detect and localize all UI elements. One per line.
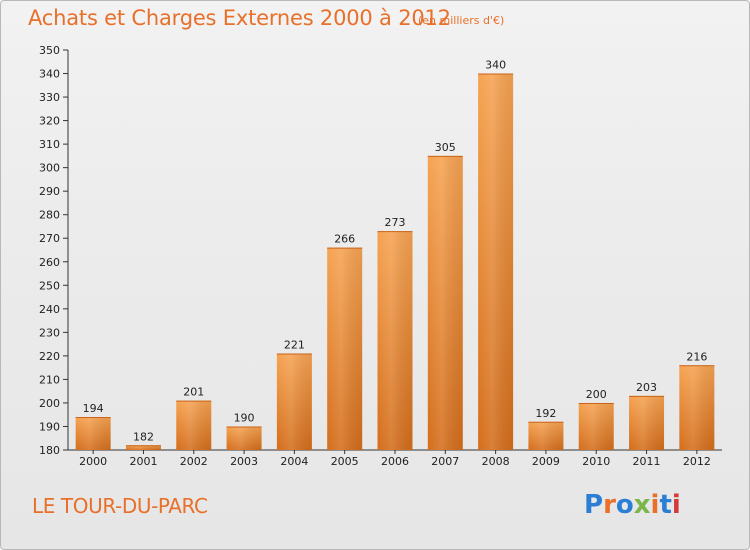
data-label: 194 <box>83 402 104 415</box>
bars <box>75 73 715 450</box>
bar-sheen <box>125 445 161 450</box>
bar-sheen <box>226 426 262 450</box>
data-label: 340 <box>485 59 506 72</box>
logo-letter: x <box>633 490 651 520</box>
data-label: 203 <box>636 381 657 394</box>
y-tick-label: 200 <box>39 397 60 410</box>
x-tick-label: 2005 <box>331 455 359 468</box>
y-tick-label: 210 <box>39 373 60 386</box>
bar-sheen <box>528 421 564 450</box>
x-tick-label: 2006 <box>381 455 409 468</box>
data-label: 201 <box>183 386 204 399</box>
y-tick-label: 220 <box>39 350 60 363</box>
data-label: 273 <box>385 216 406 229</box>
bar-sheen <box>629 395 665 450</box>
y-tick-label: 250 <box>39 279 60 292</box>
logo-letter: r <box>603 490 616 520</box>
data-label: 305 <box>435 141 456 154</box>
y-tick-label: 190 <box>39 420 60 433</box>
x-tick-label: 2003 <box>230 455 258 468</box>
x-tick-label: 2002 <box>180 455 208 468</box>
chart-subtitle: (en milliers d'€) <box>418 14 505 27</box>
bar-sheen <box>679 365 715 450</box>
logo-letter: P <box>584 490 604 520</box>
y-tick-label: 340 <box>39 68 60 81</box>
logo-letter: i <box>650 490 660 520</box>
y-tick-label: 230 <box>39 326 60 339</box>
proxiti-logo: Proxiti <box>584 490 681 520</box>
data-labels: 194 182 201 190 221 266 273 305 340 192 200 203 216 <box>83 59 708 444</box>
y-tick-label: 310 <box>39 138 60 151</box>
data-label: 182 <box>133 430 154 443</box>
y-tick-label: 180 <box>39 444 60 457</box>
x-tick-label: 2004 <box>280 455 308 468</box>
data-label: 216 <box>686 350 707 363</box>
y-tick-label: 330 <box>39 91 60 104</box>
x-tick-label: 2012 <box>683 455 711 468</box>
y-tick-label: 270 <box>39 232 60 245</box>
data-label: 190 <box>234 411 255 424</box>
y-tick-label: 240 <box>39 303 60 316</box>
x-tick-label: 2001 <box>129 455 157 468</box>
logo-letter: o <box>615 490 634 520</box>
y-tick-label: 300 <box>39 162 60 175</box>
bar-sheen <box>478 73 514 450</box>
bar-sheen <box>578 402 614 450</box>
bar-sheen <box>427 155 463 450</box>
y-tick-label: 320 <box>39 115 60 128</box>
data-label: 192 <box>535 407 556 420</box>
logo-letter: t <box>659 490 672 520</box>
location-label: LE TOUR-DU-PARC <box>32 494 208 518</box>
y-tick-label: 290 <box>39 185 60 198</box>
chart-title: Achats et Charges Externes 2000 à 2012 <box>28 6 451 30</box>
x-tick-label: 2010 <box>582 455 610 468</box>
bar-sheen <box>75 417 111 450</box>
y-tick-label: 280 <box>39 209 60 222</box>
logo-letter: i <box>671 490 681 520</box>
bar-sheen <box>377 231 413 450</box>
y-tick-label: 260 <box>39 256 60 269</box>
x-tick-label: 2000 <box>79 455 107 468</box>
bar-sheen <box>276 353 312 450</box>
data-label: 200 <box>586 388 607 401</box>
x-tick-label: 2008 <box>482 455 510 468</box>
bar-sheen <box>176 400 212 450</box>
bar-sheen <box>327 247 363 450</box>
x-tick-label: 2009 <box>532 455 560 468</box>
y-tick-label: 350 <box>39 44 60 57</box>
data-label: 266 <box>334 233 355 246</box>
x-tick-label: 2007 <box>431 455 459 468</box>
x-tick-label: 2011 <box>633 455 661 468</box>
data-label: 221 <box>284 339 305 352</box>
